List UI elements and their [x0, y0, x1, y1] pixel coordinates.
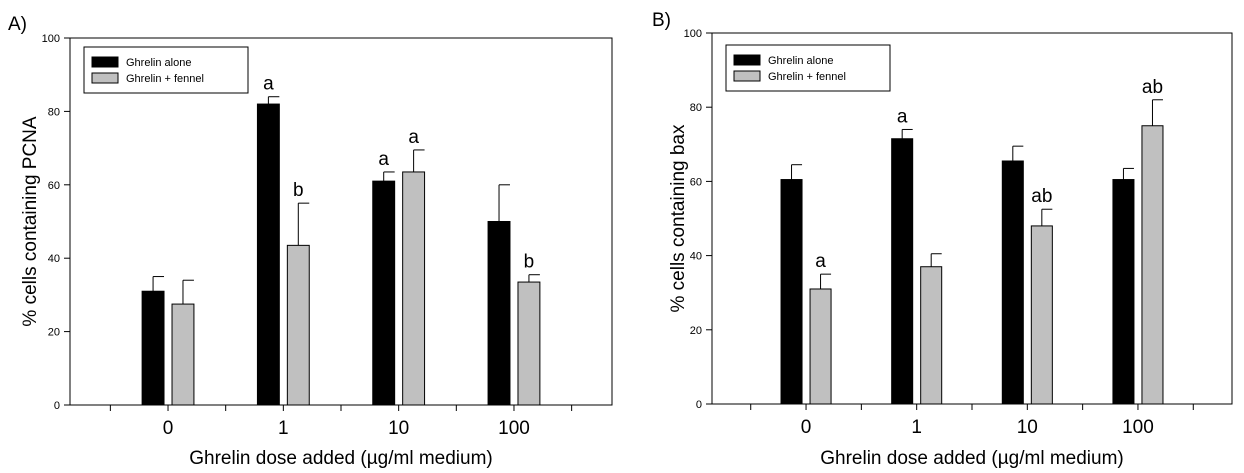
x-tick-label: 0: [163, 418, 174, 439]
x-axis-label: Ghrelin dose added (µg/ml medium): [820, 448, 1123, 469]
bar-ghrelin-alone: [256, 103, 280, 406]
significance-label: a: [263, 74, 274, 95]
chart-panel-b: B) 0 20 40 60 80 100 0 1 10 100 Ghrelin dose added …: [652, 10, 1233, 469]
legend-swatch: [91, 56, 119, 68]
y-tick-label: 100: [42, 33, 60, 45]
legend: Ghrelin alone Ghrelin + fennel: [83, 46, 249, 94]
bar-ghrelin-fennel: [809, 288, 832, 405]
x-tick-label: 10: [1017, 417, 1038, 438]
significance-label: a: [897, 106, 908, 127]
bar-ghrelin-fennel: [1030, 225, 1053, 405]
legend-box: [83, 46, 249, 94]
y-tick-label: 0: [696, 399, 702, 411]
legend-swatch: [91, 72, 119, 84]
bar-ghrelin-fennel: [171, 303, 195, 406]
bar-ghrelin-alone: [141, 290, 165, 406]
x-tick-label: 100: [498, 418, 530, 439]
bar-ghrelin-alone: [780, 179, 803, 405]
legend-label: Ghrelin alone: [768, 55, 833, 67]
bar-ghrelin-fennel: [286, 244, 310, 406]
bar-ghrelin-alone: [372, 180, 396, 406]
y-tick-label: 60: [690, 176, 702, 188]
legend-swatch: [733, 70, 761, 82]
y-tick-label: 80: [690, 102, 702, 114]
bar-ghrelin-alone: [487, 221, 511, 406]
legend-swatch: [733, 54, 761, 66]
bar-ghrelin-alone: [891, 138, 914, 405]
y-axis-label: % cells containing bax: [668, 124, 689, 312]
bar-ghrelin-alone: [1112, 179, 1135, 405]
y-tick-label: 100: [684, 28, 702, 40]
legend: Ghrelin alone Ghrelin + fennel: [725, 44, 891, 92]
legend-label: Ghrelin + fennel: [126, 73, 204, 85]
significance-label: a: [408, 127, 419, 148]
bar-ghrelin-alone: [1001, 160, 1024, 405]
y-tick-label: 20: [690, 325, 702, 337]
bar-ghrelin-fennel: [1141, 125, 1164, 405]
chart-panel-a: A) 0 20 40 60 80 100 0 1 10 100 Ghrelin dose added …: [8, 14, 613, 469]
significance-label: b: [524, 252, 535, 273]
y-tick-label: 20: [48, 327, 60, 339]
bar-ghrelin-fennel: [517, 281, 541, 406]
significance-label: b: [293, 180, 304, 201]
significance-label: ab: [1142, 77, 1163, 98]
legend-label: Ghrelin alone: [126, 57, 191, 69]
legend-label: Ghrelin + fennel: [768, 71, 846, 83]
x-axis-label: Ghrelin dose added (µg/ml medium): [189, 448, 492, 469]
panel-label: A): [8, 14, 27, 35]
y-tick-label: 0: [54, 400, 60, 412]
y-tick-label: 60: [48, 180, 60, 192]
y-tick-label: 80: [48, 106, 60, 118]
x-tick-label: 10: [388, 418, 409, 439]
legend-box: [725, 44, 891, 92]
x-tick-label: 1: [911, 417, 922, 438]
bar-ghrelin-fennel: [402, 171, 426, 406]
x-tick-label: 1: [278, 418, 289, 439]
x-tick-label: 100: [1122, 417, 1154, 438]
y-tick-label: 40: [690, 251, 702, 263]
y-axis-label: % cells containing PCNA: [20, 116, 41, 326]
x-tick-label: 0: [801, 417, 812, 438]
bar-ghrelin-fennel: [920, 266, 943, 405]
significance-label: a: [378, 149, 389, 170]
significance-label: ab: [1031, 186, 1052, 207]
panel-label: B): [652, 10, 671, 31]
y-tick-label: 40: [48, 253, 60, 265]
significance-label: a: [815, 251, 826, 272]
